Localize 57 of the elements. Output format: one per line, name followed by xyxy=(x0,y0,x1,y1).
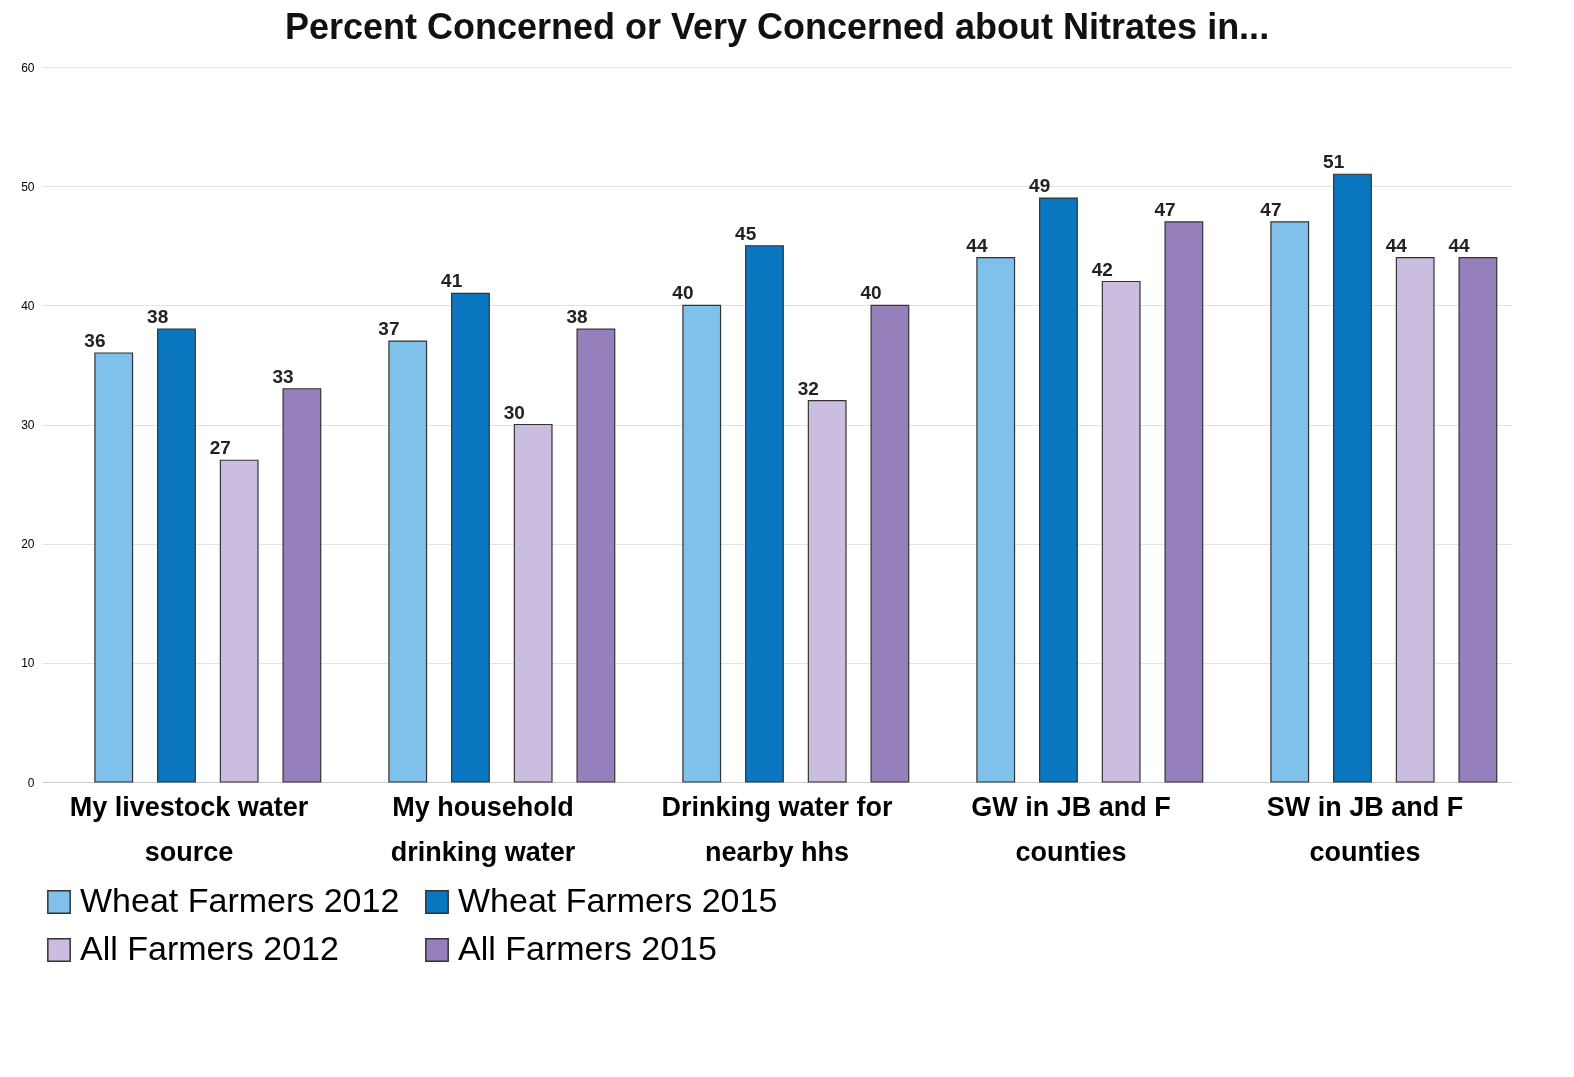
x-tick-label: GW in JB and F counties xyxy=(971,791,1171,867)
y-tick-label: 10 xyxy=(21,656,35,671)
data-label: 37 xyxy=(378,318,400,340)
bar xyxy=(807,400,847,783)
bar xyxy=(1395,257,1435,783)
bar xyxy=(745,245,784,783)
x-tick-label: My livestock water source xyxy=(69,791,309,867)
y-tick-label: 60 xyxy=(21,60,35,75)
bar xyxy=(451,292,490,783)
data-label: 44 xyxy=(1385,234,1408,256)
x-tick-label: SW in JB and F counties xyxy=(1266,791,1464,867)
bar xyxy=(1458,257,1498,783)
bar xyxy=(576,328,616,783)
bar xyxy=(1333,173,1372,783)
y-tick-label: 20 xyxy=(21,537,35,552)
data-label: 40 xyxy=(672,282,694,304)
bar xyxy=(157,328,196,783)
x-tick-label: My household drinking water xyxy=(390,791,576,867)
legend-label: All Farmers 2015 xyxy=(458,929,717,967)
data-label: 30 xyxy=(503,401,525,423)
legend-label: Wheat Farmers 2012 xyxy=(80,881,400,919)
data-label: 38 xyxy=(566,306,588,328)
legend-label: Wheat Farmers 2015 xyxy=(458,881,778,919)
data-label: 44 xyxy=(966,234,988,256)
legend-label: All Farmers 2012 xyxy=(80,929,339,967)
data-label: 33 xyxy=(272,365,294,387)
y-tick-label: 30 xyxy=(21,418,35,432)
bar xyxy=(94,352,134,783)
bar xyxy=(976,257,1016,783)
bar xyxy=(282,388,322,783)
chart-title: Percent Concerned or Very Concerned about Nitrates in... xyxy=(284,6,1270,47)
data-label: 49 xyxy=(1029,175,1051,197)
bar xyxy=(219,459,259,783)
data-label: 47 xyxy=(1154,198,1176,220)
bar xyxy=(870,304,910,783)
y-tick-label: 40 xyxy=(21,298,35,313)
data-label: 44 xyxy=(1448,234,1471,256)
bar xyxy=(388,340,428,783)
x-tick-label: Drinking water for nearby hhs xyxy=(661,791,894,867)
data-label: 42 xyxy=(1091,258,1113,280)
data-label: 32 xyxy=(797,377,819,399)
data-label: 47 xyxy=(1260,198,1282,220)
y-tick-label: 0 xyxy=(27,775,35,790)
bar xyxy=(1270,221,1310,783)
data-label: 36 xyxy=(84,330,106,351)
data-label: 45 xyxy=(735,222,757,244)
bar xyxy=(513,423,553,783)
y-tick-label: 50 xyxy=(21,179,35,194)
data-label: 27 xyxy=(209,437,231,459)
data-label: 40 xyxy=(860,282,882,304)
data-label: 51 xyxy=(1323,151,1345,173)
data-label: 38 xyxy=(147,306,169,328)
data-label: 41 xyxy=(441,270,463,292)
bar xyxy=(1164,221,1204,783)
bar xyxy=(682,304,722,783)
bar xyxy=(1101,280,1141,783)
bar xyxy=(1039,197,1078,783)
